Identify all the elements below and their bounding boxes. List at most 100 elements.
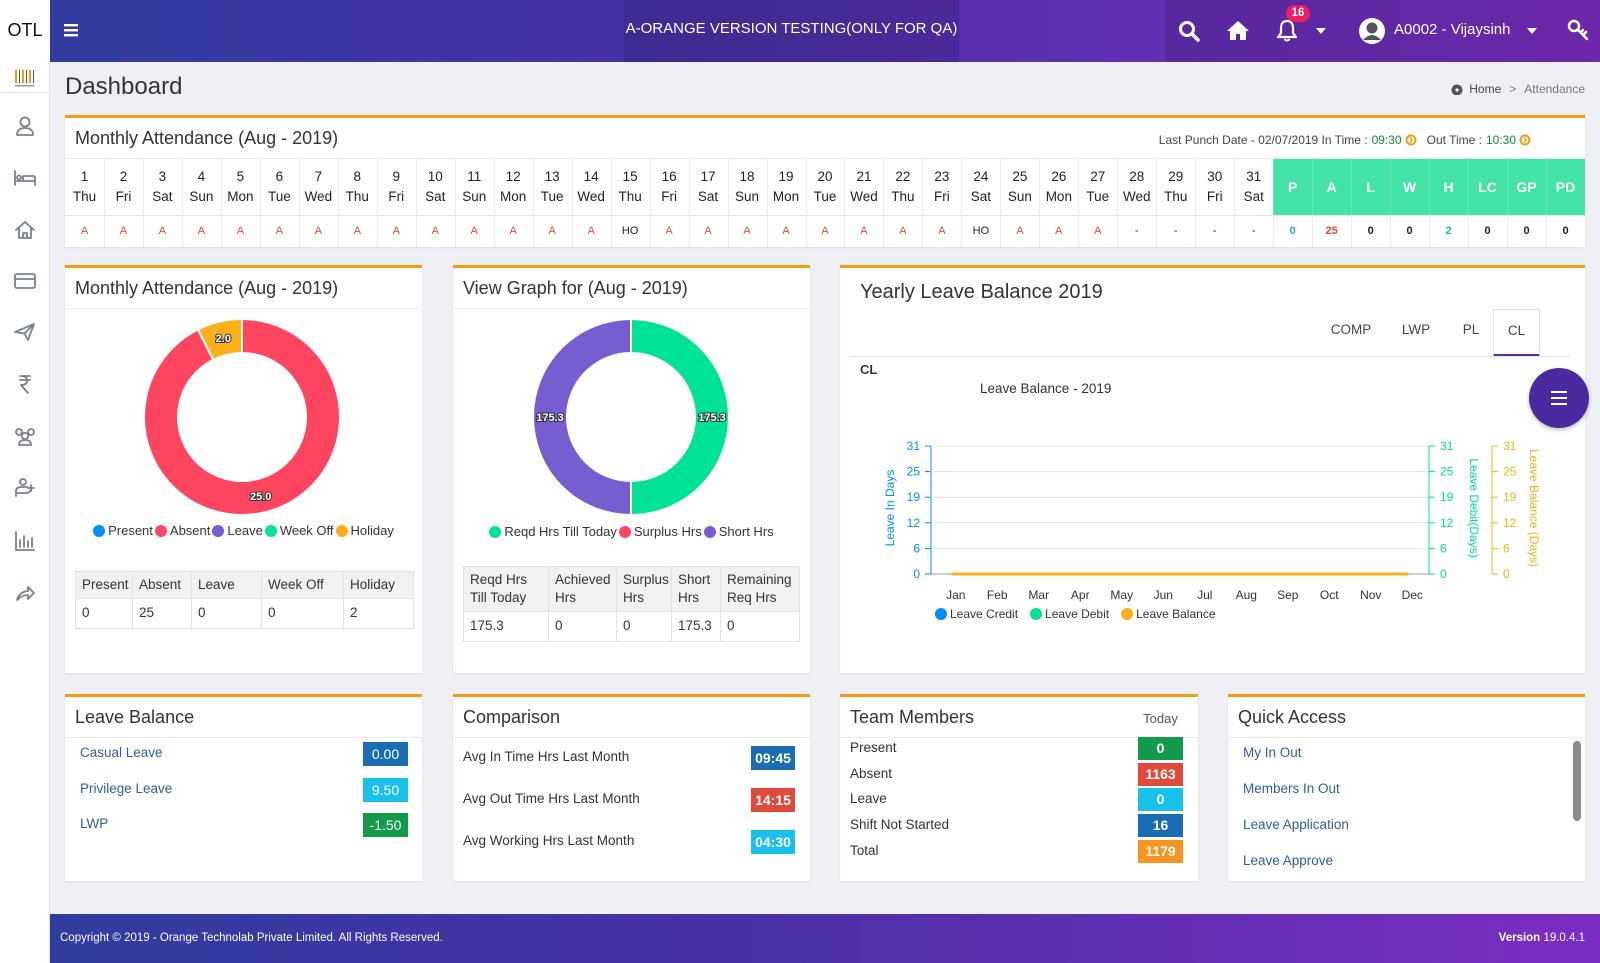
legend-item[interactable]: Present — [93, 523, 153, 538]
legend-item[interactable]: Reqd Hrs Till Today — [489, 524, 616, 539]
nav-card[interactable] — [13, 269, 37, 293]
x-tick-label: Jul — [1197, 588, 1212, 602]
data-table: PresentAbsentLeaveWeek OffHoliday025002 — [75, 571, 414, 629]
punch-info: Last Punch Date - 02/07/2019 In Time : 0… — [1159, 133, 1533, 147]
fab-menu[interactable] — [1529, 368, 1589, 428]
day-status: A — [182, 225, 221, 237]
quick-link[interactable]: Members In Out — [1243, 781, 1340, 796]
team-card: Team Members Today Present0Absent1163Lea… — [840, 694, 1198, 881]
y-tick-label: 12 — [1503, 516, 1517, 530]
legend-item[interactable]: Short Hrs — [704, 524, 774, 539]
row-label: LWP — [80, 816, 108, 831]
summary-label: P — [1273, 179, 1312, 195]
attendance-chart-card: Monthly Attendance (Aug - 2019) 25.02.0P… — [65, 265, 422, 673]
summary-label: PD — [1546, 179, 1585, 195]
x-tick-label: May — [1110, 588, 1133, 602]
row-label: Avg Out Time Hrs Last Month — [463, 791, 640, 806]
table-cell: 2 — [344, 599, 414, 629]
quick-link[interactable]: My In Out — [1243, 745, 1302, 760]
key-icon[interactable] — [1566, 18, 1590, 42]
user-name[interactable]: A0002 - Vijaysinh — [1394, 21, 1510, 38]
nav-reports[interactable] — [13, 529, 37, 553]
legend-label[interactable]: Leave Credit — [950, 607, 1019, 621]
sidebar-logo[interactable] — [13, 68, 37, 88]
table-cell: 0 — [76, 599, 133, 629]
nav-care[interactable] — [13, 476, 37, 500]
search-icon[interactable] — [1177, 19, 1201, 43]
legend: PresentAbsent LeaveWeek OffHoliday — [65, 523, 422, 540]
weekday: Tue — [260, 189, 299, 204]
badge: 09:45 — [751, 746, 795, 770]
day-number: 28 — [1117, 169, 1156, 184]
nav-share[interactable] — [13, 581, 37, 605]
x-tick-label: Aug — [1236, 588, 1257, 602]
day-status: - — [1195, 225, 1234, 237]
weekday: Tue — [533, 189, 572, 204]
legend-item[interactable]: Holiday — [336, 523, 394, 538]
badge: 0 — [1138, 737, 1183, 760]
summary-value: 25 — [1312, 225, 1351, 237]
legend-item[interactable]: Week Off — [265, 523, 334, 538]
slice-label: 175.3 — [698, 412, 726, 424]
legend-label: Surplus Hrs — [634, 524, 702, 539]
day-number: 12 — [494, 169, 533, 184]
nav-bed[interactable] — [13, 166, 37, 190]
donut-chart: 175.3175.3 — [453, 268, 810, 528]
table-header: Holiday — [344, 572, 414, 599]
menu-toggle[interactable] — [64, 22, 80, 38]
legend-label: Leave — [227, 523, 262, 538]
day-status: A — [806, 225, 845, 237]
legend-item[interactable]: Absent — [155, 523, 210, 538]
table-row: 175.300175.30 — [464, 612, 800, 642]
x-tick-label: Feb — [987, 588, 1008, 602]
table-header: Achieved Hrs — [549, 567, 617, 612]
breadcrumb-home[interactable]: Home — [1469, 82, 1501, 96]
legend-label[interactable]: Leave Debit — [1045, 607, 1110, 621]
user-caret[interactable] — [1527, 28, 1537, 34]
badge: -1.50 — [363, 813, 408, 837]
day-status: A — [104, 225, 143, 237]
y-tick-label: 6 — [1503, 541, 1510, 555]
home-icon[interactable] — [1226, 19, 1250, 43]
sidebar — [0, 62, 50, 963]
day-status: - — [1156, 225, 1195, 237]
nav-team[interactable] — [13, 424, 37, 448]
legend-item[interactable]: Leave — [212, 523, 262, 538]
day-number: 1 — [65, 169, 104, 184]
legend-item[interactable]: Surplus Hrs — [619, 524, 702, 539]
legend-marker — [336, 525, 348, 537]
table-header-row: Reqd Hrs Till TodayAchieved HrsSurplus H… — [464, 567, 800, 612]
day-status: A — [494, 225, 533, 237]
out-time-icon — [1519, 134, 1533, 146]
nav-home[interactable] — [13, 218, 37, 242]
row-label: Absent — [850, 766, 892, 781]
axis-title: Leave Debit(Days) — [1467, 458, 1481, 557]
brand[interactable]: OTL — [0, 0, 50, 62]
summary-value: 0 — [1546, 225, 1585, 237]
day-number: 26 — [1039, 169, 1078, 184]
legend-label: Reqd Hrs Till Today — [504, 524, 616, 539]
summary-value: 2 — [1429, 225, 1468, 237]
day-number: 8 — [338, 169, 377, 184]
nav-profile[interactable] — [13, 114, 37, 138]
table-cell: 0 — [549, 612, 617, 642]
summary-value: 0 — [1351, 225, 1390, 237]
day-status: A — [767, 225, 806, 237]
nav-travel[interactable] — [13, 320, 37, 344]
legend-label[interactable]: Leave Balance — [1136, 607, 1216, 621]
scrollbar[interactable] — [1573, 741, 1581, 821]
legend-marker — [489, 526, 501, 538]
y-tick-label: 12 — [1440, 516, 1454, 530]
table-cell: 0 — [192, 599, 262, 629]
nav-payroll[interactable] — [13, 372, 37, 396]
quick-link[interactable]: Leave Approve — [1243, 853, 1333, 868]
user-avatar[interactable] — [1358, 17, 1386, 45]
y-tick-label: 6 — [913, 541, 920, 555]
dropdown-caret[interactable] — [1316, 28, 1326, 34]
y-tick-label: 0 — [1440, 567, 1447, 581]
day-status: A — [728, 225, 767, 237]
day-status: A — [455, 225, 494, 237]
y-tick-label: 19 — [1503, 490, 1517, 504]
leave-balance-card: Leave Balance Casual Leave0.00Privilege … — [65, 694, 422, 881]
quick-link[interactable]: Leave Application — [1243, 817, 1349, 832]
